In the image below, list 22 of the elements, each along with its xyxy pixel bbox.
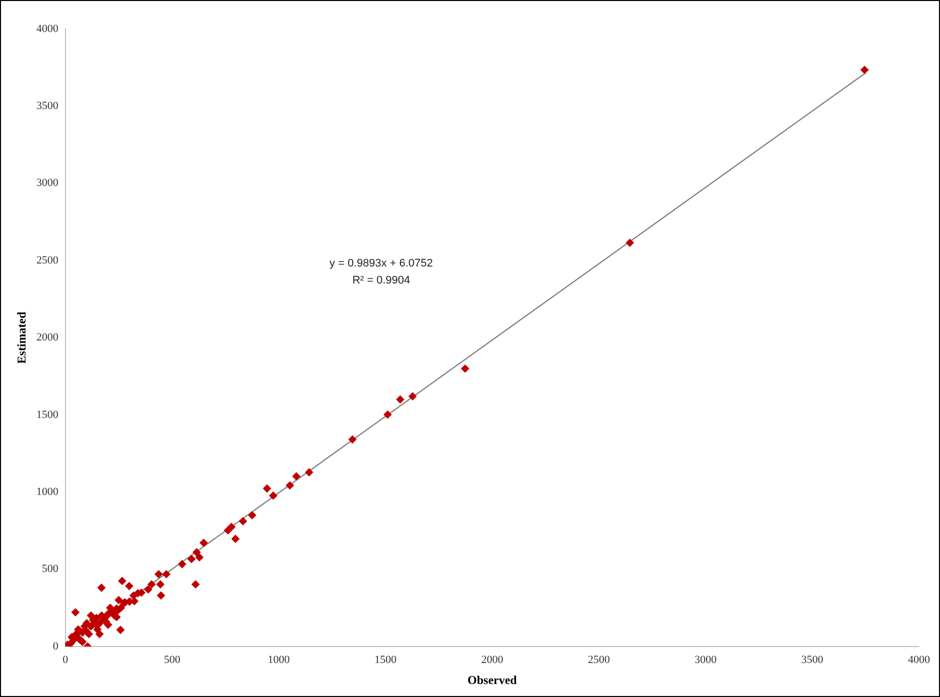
y-tick-label: 3000 xyxy=(36,177,59,190)
x-axis-title: Observed xyxy=(468,672,518,687)
x-tick-label: 3500 xyxy=(801,654,824,666)
annotation: R² = 0.9904 xyxy=(352,274,410,287)
x-tick-label: 1500 xyxy=(374,654,397,666)
annotation: y = 0.9893x + 6.0752 xyxy=(330,258,433,270)
x-tick-label: 3000 xyxy=(694,654,718,666)
y-tick-label: 0 xyxy=(52,640,59,652)
y-tick-label: 1500 xyxy=(36,408,59,421)
y-tick-label: 500 xyxy=(42,563,59,576)
y-tick-label: 2000 xyxy=(36,332,59,344)
x-tick-label: 1000 xyxy=(268,654,290,666)
y-tick-label: 1000 xyxy=(36,486,59,498)
y-tick-label: 3500 xyxy=(36,100,59,112)
x-tick-label: 2000 xyxy=(481,654,504,666)
x-tick-label: 500 xyxy=(164,654,181,666)
x-tick-label: 4000 xyxy=(908,654,930,666)
y-tick-label: 2500 xyxy=(36,254,59,266)
x-tick-label: 2500 xyxy=(588,654,610,666)
y-tick-label: 4000 xyxy=(36,22,59,35)
x-tick-label: 0 xyxy=(62,654,69,666)
y-axis-title: Estimated xyxy=(14,311,28,364)
